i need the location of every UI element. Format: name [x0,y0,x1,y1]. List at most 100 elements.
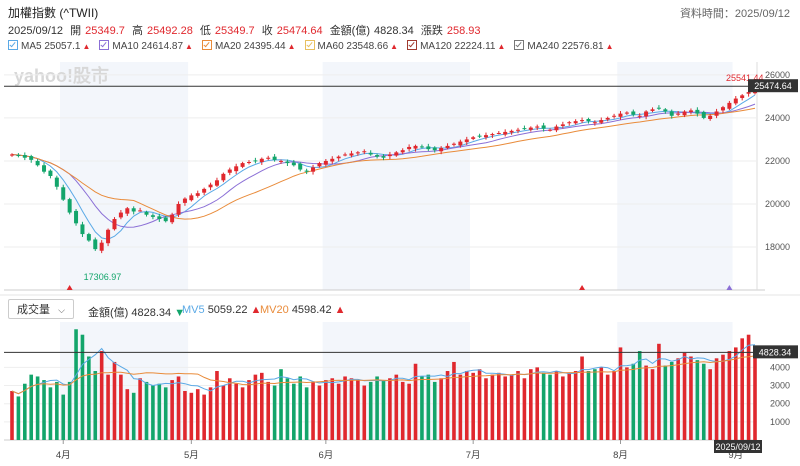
mv5-readout: MV5 5059.22 ▲ [182,304,261,316]
month-label: 5月 [184,450,199,461]
month-label: 8月 [613,450,628,461]
volume-bar [87,356,91,440]
candle-body [381,156,386,158]
low-value: 25349.7 [214,25,255,37]
candle-body [516,129,521,131]
candle-body [688,110,693,113]
volume-bar [701,363,706,440]
price-tick-label: 24000 [765,113,790,123]
month-label: 9月 [728,450,743,461]
volume-bar [151,385,155,440]
volume-bar [605,374,610,440]
volume-bar [432,381,437,440]
ma-legend-ma60[interactable]: MA60 23548.66 ▲ [304,40,399,52]
candle-body [221,173,226,181]
candle-body [118,212,123,218]
candle-body [48,170,53,176]
candle-body [317,163,322,167]
mv5-arrow: ▲ [250,304,262,316]
candle-body [368,152,373,155]
candle-body [266,157,271,159]
checkbox-icon[interactable] [201,40,212,50]
volume-bar [298,376,303,440]
candle-body [189,195,194,201]
volume-bar [119,374,123,440]
volume-bar [106,374,110,440]
volume-bar [548,374,552,440]
volume-bar [650,369,655,440]
candle-body [304,170,309,172]
volume-bar [163,387,168,440]
mv5-value: 5059.22 [207,304,248,316]
candle-body [682,111,687,116]
checkbox-icon[interactable] [407,40,418,50]
volume-bar [612,371,616,440]
open-label: 開 [70,25,82,37]
volume-bar [240,387,245,440]
volume-bar [445,371,450,440]
volume-bar [516,371,520,440]
volume-bar [740,338,744,440]
volume-bar [471,372,475,440]
month-label: 4月 [56,450,71,461]
ma-legend-ma10[interactable]: MA10 24614.87 ▲ [99,40,193,52]
candle-body [432,147,437,151]
checkbox-icon[interactable] [99,40,110,50]
volume-bar [10,390,14,440]
volume-bar [48,387,53,440]
volume-bar [202,394,206,440]
candle-body [182,198,187,203]
volume-bar [362,385,367,440]
volume-bar [285,378,290,440]
candle-body [746,92,751,94]
checkbox-icon[interactable] [304,40,315,50]
ma-legend-text: MA5 25057.1 [21,41,81,52]
ma-legend-text: MA20 24395.44 [214,41,286,52]
volume-amount-label: 金額(億) [88,307,129,319]
checkbox-icon[interactable] [514,40,525,50]
volume-bar [727,351,732,440]
candle-body [93,239,98,250]
candle-body [464,139,469,143]
volume-bar [99,351,104,440]
candle-body [560,124,565,126]
volume-bar [714,358,719,440]
volume-bar [746,334,751,440]
volume-bar [176,376,181,440]
candle-body [400,150,405,153]
candle-body [227,169,232,173]
ma-legend-ma240[interactable]: MA240 22576.81 ▲ [514,40,614,52]
ma-legend-text: MA60 23548.66 [317,41,389,52]
volume-bar [138,378,142,440]
volume-bar [208,387,213,440]
candle-body [138,210,143,212]
ma-legend-ma5[interactable]: MA5 25057.1 ▲ [8,40,90,52]
volume-bar [599,367,604,440]
volume-bar [292,383,296,440]
candle-body [656,107,661,109]
volume-bar [23,383,27,440]
volume-indicator-select[interactable]: 成交量 ⌵ [8,299,74,319]
candle-body [541,125,546,129]
up-arrow-icon: ▲ [390,42,399,51]
candle-body [336,156,341,159]
candle-body [387,154,392,157]
candle-body [548,129,553,131]
month-band-volume [617,322,733,440]
candle-body [413,145,418,149]
checkbox-icon[interactable] [8,40,18,50]
candle-body [195,193,200,196]
candle-body [720,107,725,111]
candle-body [106,229,111,244]
candle-body [125,208,130,214]
ma-legend-ma20[interactable]: MA20 24395.44 ▲ [201,40,296,52]
low-label: 低 [199,25,211,37]
volume-bar [695,360,700,440]
volume-bar [42,380,46,440]
candle-body [355,152,360,154]
volume-bar [368,381,373,440]
ma-legend-ma120[interactable]: MA120 22224.11 ▲ [407,40,505,52]
candle-body [599,120,604,123]
event-marker-icon [579,285,586,290]
candle-body [61,187,66,200]
